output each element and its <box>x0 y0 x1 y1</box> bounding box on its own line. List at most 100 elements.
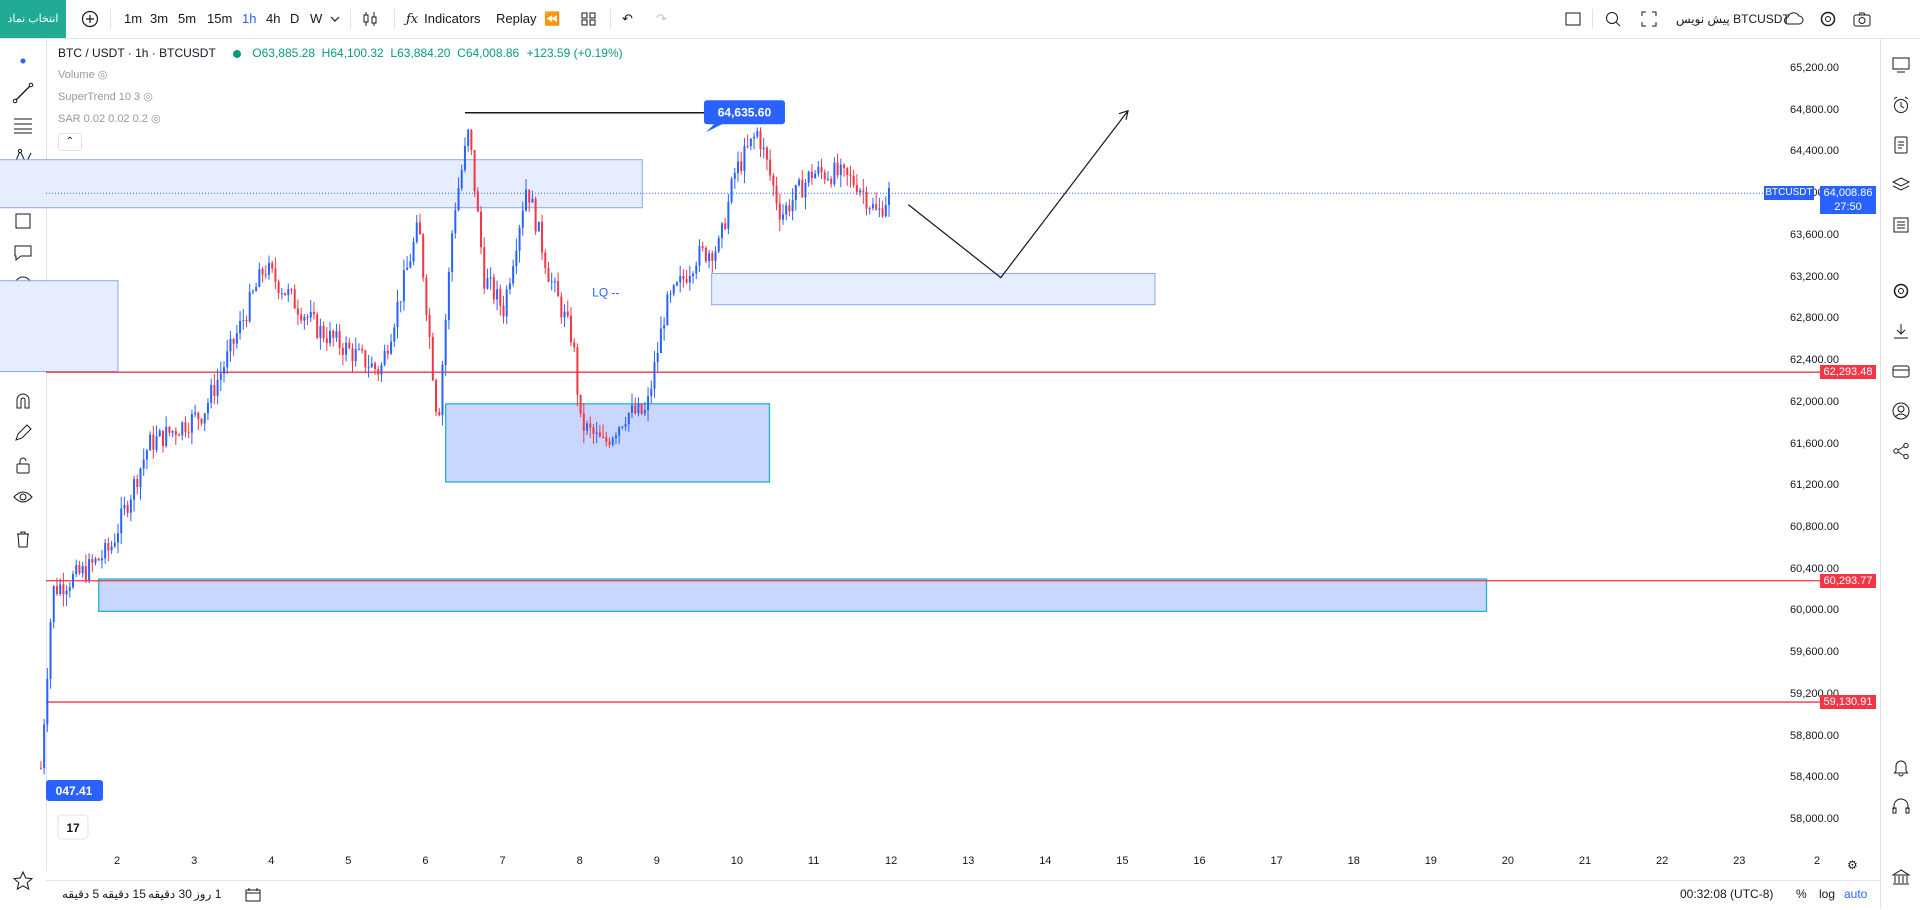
add-symbol-icon[interactable] <box>80 9 100 29</box>
alarm-clock-icon[interactable] <box>1889 93 1913 117</box>
candle-body <box>152 434 155 450</box>
candle-body <box>348 342 351 349</box>
draft-title[interactable]: BTCUSDT پیش نویس <box>1676 12 1790 26</box>
range-5m[interactable]: 5 دقیقه <box>62 887 100 901</box>
time-axis[interactable]: 2 3 4 5 6 7 8 9 10 11 12 13 14 15 16 17 18 19 20 21 22 23 2 <box>46 851 1820 879</box>
candle-body <box>557 281 560 297</box>
log-toggle[interactable]: log <box>1819 887 1836 901</box>
candle-body <box>785 205 788 215</box>
camera-snapshot-icon[interactable] <box>1852 9 1872 29</box>
candle-body <box>765 147 768 160</box>
candle-body <box>451 233 454 272</box>
price-axis[interactable]: 65,200.00 64,800.00 64,400.00 64,000.00 63,6… <box>1764 39 1880 880</box>
indicator-volume[interactable]: Volume ◎ <box>58 68 107 81</box>
interval-1m[interactable]: 1m <box>124 11 143 26</box>
favorites-star-icon[interactable] <box>11 869 35 893</box>
indicator-supertrend[interactable]: SuperTrend 10 3 ◎ <box>58 90 153 103</box>
range-1d[interactable]: 1 روز <box>194 887 222 901</box>
interval-W[interactable]: W <box>310 11 323 26</box>
candle-body <box>142 459 145 469</box>
layers-icon[interactable] <box>1889 173 1913 197</box>
support-headset-icon[interactable] <box>1889 795 1913 819</box>
range-15m[interactable]: 15 دقیقه <box>102 887 146 901</box>
cloud-save-icon[interactable] <box>1782 9 1804 29</box>
horizontal-lines-icon[interactable] <box>11 113 35 137</box>
exchange-bank-icon[interactable] <box>1889 865 1913 889</box>
bottom-toolbar: 5 دقیقه 15 دقیقه 30 دقیقه 1 روز 00:32:08… <box>46 880 1880 910</box>
projection-arrowhead <box>1118 109 1129 120</box>
candle-body <box>123 504 126 509</box>
price-tick: 58,800.00 <box>1790 729 1839 742</box>
candle-body <box>611 438 614 445</box>
candle-body <box>72 574 75 588</box>
interval-3m[interactable]: 3m <box>150 11 169 26</box>
settings-gear-icon[interactable] <box>1818 9 1838 29</box>
wallet-icon[interactable] <box>1889 359 1913 383</box>
redo-icon[interactable]: ↷ <box>656 11 667 26</box>
percent-toggle[interactable]: % <box>1796 887 1807 901</box>
undo-icon[interactable]: ↶ <box>622 11 633 26</box>
collapse-legend-button[interactable]: ⌃ <box>58 133 82 151</box>
candle-body <box>737 161 740 174</box>
calendar-goto-icon[interactable] <box>244 887 262 906</box>
zoom-icon[interactable] <box>1604 9 1622 29</box>
interval-4h[interactable]: 4h <box>266 11 281 26</box>
candle-body <box>271 263 274 269</box>
auto-scale-toggle[interactable]: auto <box>1844 887 1868 901</box>
hidden-eye-icon[interactable]: ◎ <box>97 69 108 81</box>
clock-timezone[interactable]: 00:32:08 (UTC-8) <box>1680 887 1774 901</box>
price-tick: 58,400.00 <box>1790 771 1839 784</box>
share-icon[interactable] <box>1889 439 1913 463</box>
rectangle-tool-icon[interactable] <box>11 209 35 233</box>
cursor-dot-icon[interactable] <box>11 49 35 73</box>
watchlist-icon[interactable] <box>1889 53 1913 77</box>
candle-body <box>261 269 264 275</box>
hidden-eye-icon[interactable]: ◎ <box>143 91 153 103</box>
notification-bell-icon[interactable] <box>1889 755 1913 779</box>
text-callout-icon[interactable] <box>11 241 35 265</box>
download-icon[interactable] <box>1889 319 1913 343</box>
chart-settings-icon[interactable] <box>1889 279 1913 303</box>
price-tick: 59,600.00 <box>1790 646 1839 659</box>
candle-body <box>325 338 328 344</box>
interval-5m[interactable]: 5m <box>178 11 197 26</box>
time-tick: 23 <box>1733 855 1746 867</box>
hidden-eye-icon[interactable]: ◎ <box>150 113 161 125</box>
trend-line-icon[interactable] <box>11 81 35 105</box>
candle-body <box>733 173 736 179</box>
price-chart[interactable]: LQ -- 64,635.60 047.41 17 <box>0 39 1880 880</box>
layout-grid-icon[interactable] <box>580 9 598 29</box>
candle-body <box>621 426 624 428</box>
candle-body <box>794 185 797 201</box>
range-30m[interactable]: 30 دقیقه <box>148 887 192 901</box>
candle-body <box>78 565 81 574</box>
legend-symbol[interactable]: BTC / USDT · 1h · BTCUSDT <box>58 46 216 60</box>
time-tick: 15 <box>1116 855 1129 867</box>
eye-visibility-icon[interactable] <box>11 485 35 509</box>
lock-icon[interactable] <box>11 453 35 477</box>
trash-icon[interactable] <box>11 527 35 551</box>
chart-type-candles-icon[interactable] <box>362 9 378 29</box>
interval-D[interactable]: D <box>290 11 300 26</box>
candle-body <box>871 204 874 209</box>
interval-1h[interactable]: 1h <box>242 11 257 26</box>
notes-icon[interactable] <box>1889 133 1913 157</box>
expand-icon[interactable] <box>1640 9 1658 29</box>
magnet-icon[interactable] <box>11 389 35 413</box>
candle-body <box>740 161 743 171</box>
interval-15m[interactable]: 15m <box>207 11 233 26</box>
replay-button[interactable]: Replay ⏪ <box>496 9 560 29</box>
indicators-button[interactable]: ƒx Indicators <box>406 9 481 29</box>
replay-label: Replay <box>496 11 537 26</box>
object-tree-icon[interactable] <box>1889 213 1913 237</box>
account-user-icon[interactable] <box>1889 399 1913 423</box>
symbol-search-button[interactable]: انتخاب نماد <box>0 0 66 38</box>
price-tick: 60,800.00 <box>1790 520 1839 533</box>
draw-mode-pencil-icon[interactable] <box>11 421 35 445</box>
candle-body <box>62 584 65 595</box>
candle-body <box>849 174 852 177</box>
fullscreen-square-icon[interactable] <box>1564 9 1582 29</box>
axis-settings-icon[interactable]: ⚙ <box>1847 858 1858 872</box>
interval-dropdown-icon[interactable] <box>330 9 340 29</box>
indicator-sar[interactable]: SAR 0.02 0.02 0.2 ◎ <box>58 112 161 125</box>
